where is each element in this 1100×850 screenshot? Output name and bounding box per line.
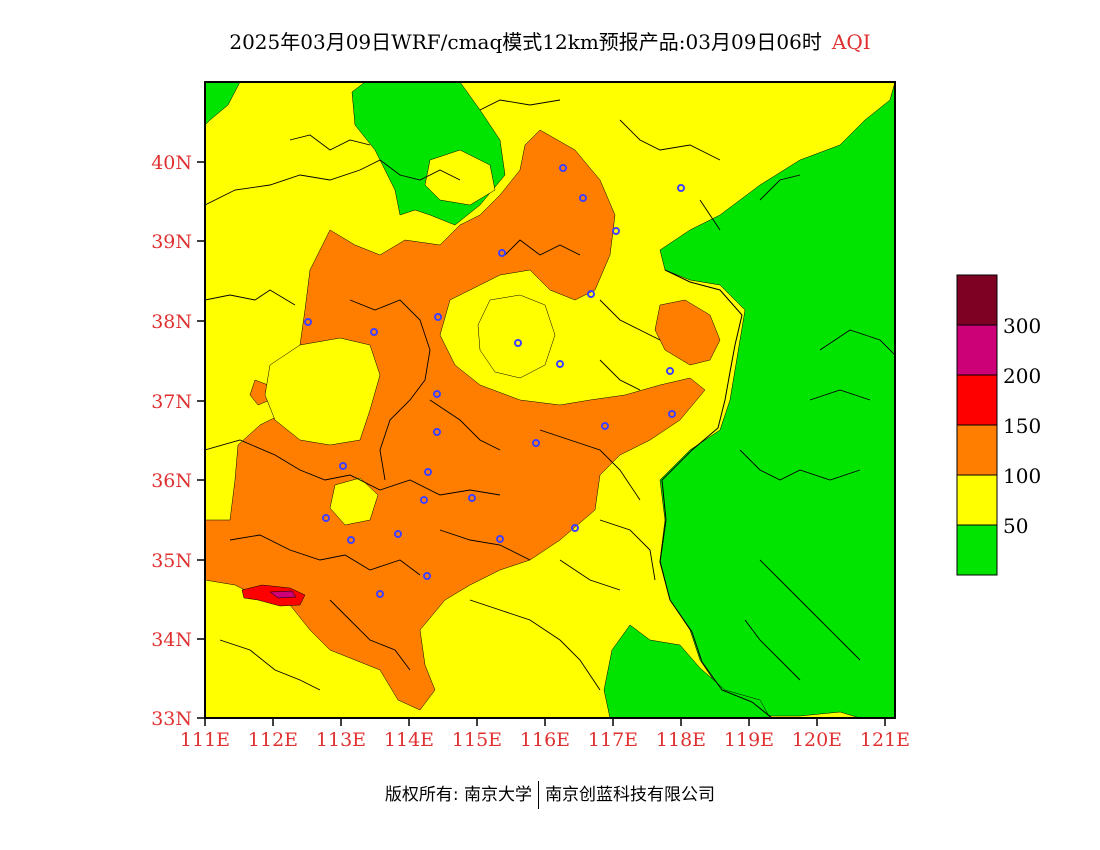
lat-label: 38N: [151, 311, 192, 333]
lon-label: 119E: [724, 729, 774, 751]
aqi-region-unhealthy: [241, 584, 306, 607]
city-marker: [666, 367, 674, 375]
legend-swatch: [956, 324, 998, 376]
aqi-field: [205, 82, 895, 718]
footer: 版权所有: 南京大学 南京创蓝科技有限公司: [0, 780, 1100, 809]
legend-swatch: [956, 274, 998, 326]
lat-label: 39N: [151, 231, 192, 253]
city-marker: [571, 524, 579, 532]
aqi-hole-west: [264, 337, 381, 446]
city-marker: [339, 462, 347, 470]
aqi-region-usg-main: [205, 129, 706, 711]
aqi-hole-center: [477, 294, 556, 379]
city-marker: [347, 536, 355, 544]
lat-label: 33N: [151, 708, 192, 730]
title-main: 2025年03月09日WRF/cmaq模式12km预报产品:03月09日06时: [229, 30, 822, 54]
lat-label: 40N: [151, 152, 192, 174]
city-marker: [556, 360, 564, 368]
city-marker: [587, 290, 595, 298]
aqi-region-usg-west: [249, 379, 271, 406]
city-marker: [579, 194, 587, 202]
aqi-legend: 50 100 150 200 300: [956, 274, 1041, 576]
lat-label: 37N: [151, 391, 192, 413]
city-marker: [420, 496, 428, 504]
city-marker: [514, 339, 522, 347]
city-marker: [423, 572, 431, 580]
coastline: [659, 269, 773, 718]
aqi-region-very-unhealthy: [269, 590, 297, 599]
city-marker: [468, 494, 476, 502]
province-boundary: [205, 99, 895, 691]
city-marker: [434, 313, 442, 321]
city-marker: [601, 422, 609, 430]
lon-label: 112E: [248, 729, 298, 751]
lon-label: 113E: [316, 729, 366, 751]
lon-label: 114E: [384, 729, 434, 751]
city-marker: [677, 184, 685, 192]
legend-swatch: [956, 374, 998, 426]
latitude-axis: 40N 39N 38N 37N 36N 35N 34N 33N: [151, 152, 205, 730]
aqi-region-usg-east: [654, 299, 721, 366]
legend-label: 200: [1003, 364, 1041, 388]
map-title: 2025年03月09日WRF/cmaq模式12km预报产品:03月09日06时 A…: [0, 26, 1100, 55]
city-marker: [498, 249, 506, 257]
city-marker: [376, 590, 384, 598]
longitude-axis: 111E 112E 113E 114E 115E 116E 117E 118E 119E 120E…: [180, 718, 910, 751]
city-marker: [496, 535, 504, 543]
legend-swatch: [956, 474, 998, 526]
city-marker: [433, 390, 441, 398]
city-marker: [532, 439, 540, 447]
city-marker: [370, 328, 378, 336]
lon-label: 120E: [792, 729, 842, 751]
map-frame: [204, 81, 896, 719]
aqi-region-good-south: [603, 624, 771, 718]
lon-label: 118E: [656, 729, 706, 751]
copyright-text: 版权所有: 南京大学: [384, 785, 533, 805]
legend-label: 50: [1003, 514, 1028, 538]
title-variable: AQI: [831, 30, 871, 54]
aqi-region-good-northwest: [205, 82, 241, 126]
city-marker: [559, 164, 567, 172]
lon-label: 115E: [452, 729, 502, 751]
city-marker: [612, 227, 620, 235]
city-marker: [322, 514, 330, 522]
legend-label: 300: [1003, 314, 1041, 338]
city-marker: [433, 428, 441, 436]
city-marker: [304, 318, 312, 326]
lon-label: 121E: [860, 729, 910, 751]
legend-label: 100: [1003, 464, 1041, 488]
lon-label: 111E: [180, 729, 230, 751]
lon-label: 117E: [588, 729, 638, 751]
lat-label: 34N: [151, 629, 192, 651]
lon-label: 116E: [520, 729, 570, 751]
city-marker: [424, 468, 432, 476]
legend-label: 150: [1003, 414, 1041, 438]
legend-swatch: [956, 524, 998, 576]
lat-label: 35N: [151, 550, 192, 572]
footer-separator: [538, 781, 540, 809]
city-marker: [668, 410, 676, 418]
company-text: 南京创蓝科技有限公司: [545, 785, 716, 805]
city-markers: [304, 164, 685, 598]
legend-swatch: [956, 424, 998, 476]
aqi-hole-north: [424, 149, 496, 206]
aqi-hole-south: [329, 477, 379, 526]
city-marker: [394, 530, 402, 538]
lat-label: 36N: [151, 470, 192, 492]
